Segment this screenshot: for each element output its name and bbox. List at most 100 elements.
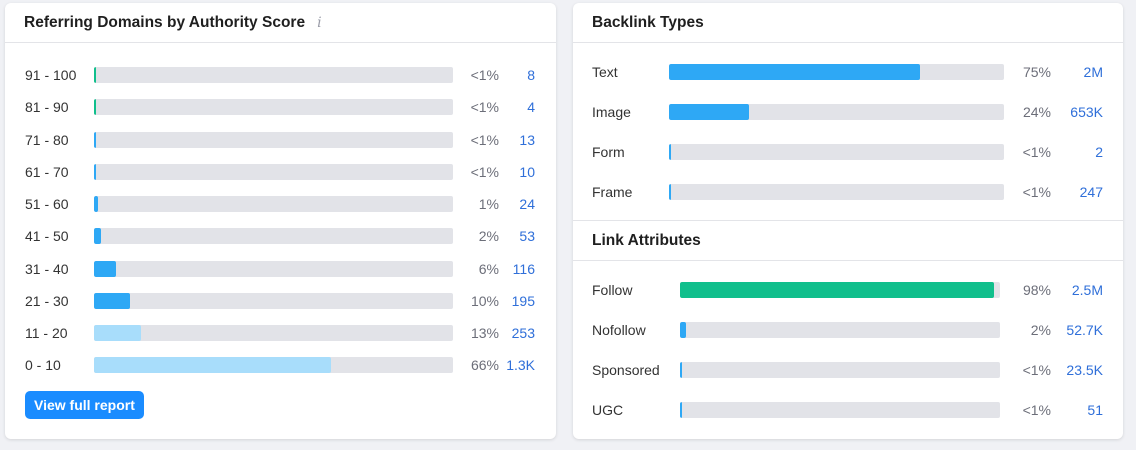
bar-row: 81 - 90 <1% 4 bbox=[5, 97, 556, 117]
bar-fill bbox=[94, 196, 98, 212]
row-label: Text bbox=[592, 64, 618, 80]
bar-fill bbox=[669, 144, 671, 160]
bar-track bbox=[680, 402, 1000, 418]
row-count-link[interactable]: 24 bbox=[519, 196, 535, 212]
row-label: UGC bbox=[592, 402, 624, 418]
row-count-link[interactable]: 23.5K bbox=[1066, 362, 1103, 378]
row-count-link[interactable]: 8 bbox=[527, 67, 535, 83]
bar-fill bbox=[94, 163, 97, 180]
bar-fill bbox=[94, 67, 97, 83]
row-label: Form bbox=[592, 144, 625, 160]
bar-row: Text 75% 2M bbox=[573, 62, 1123, 82]
authority-score-widget: Referring Domains by Authority Score i 9… bbox=[5, 3, 556, 439]
row-percent: <1% bbox=[470, 163, 499, 180]
row-count-link[interactable]: 2 bbox=[1095, 144, 1103, 160]
row-label: Frame bbox=[592, 184, 633, 200]
info-icon[interactable]: i bbox=[317, 14, 322, 31]
bar-track bbox=[94, 292, 453, 309]
bar-fill bbox=[680, 362, 682, 378]
row-count-link[interactable]: 10 bbox=[519, 163, 535, 180]
bar-fill bbox=[94, 228, 102, 245]
bar-row: Sponsored <1% 23.5K bbox=[573, 360, 1123, 380]
row-count-link[interactable]: 247 bbox=[1079, 184, 1103, 200]
row-percent: 66% bbox=[470, 357, 499, 374]
section-divider bbox=[573, 220, 1123, 221]
bar-row: 0 - 10 66% 1.3K bbox=[5, 355, 556, 375]
bar-track bbox=[669, 64, 1004, 80]
row-percent: 75% bbox=[1022, 64, 1051, 80]
bar-fill bbox=[94, 260, 116, 277]
row-count-link[interactable]: 4 bbox=[527, 99, 535, 116]
bar-track bbox=[680, 322, 1000, 338]
row-label: 31 - 40 bbox=[25, 260, 69, 277]
row-percent: 10% bbox=[470, 292, 499, 309]
bar-row: 31 - 40 6% 116 bbox=[5, 259, 556, 279]
row-label: 61 - 70 bbox=[25, 163, 69, 180]
link-attributes-title: Link Attributes bbox=[592, 231, 701, 249]
bar-track bbox=[94, 325, 453, 341]
row-count-link[interactable]: 253 bbox=[511, 325, 535, 341]
backlink-types-header: Backlink Types bbox=[573, 3, 1123, 43]
row-count-link[interactable]: 2M bbox=[1083, 64, 1103, 80]
row-count-link[interactable]: 51 bbox=[1087, 402, 1103, 418]
row-percent: 98% bbox=[1022, 282, 1051, 298]
row-percent: <1% bbox=[470, 131, 499, 148]
bar-track bbox=[94, 67, 453, 83]
link-attributes-header: Link Attributes bbox=[573, 221, 1123, 261]
row-count-link[interactable]: 653K bbox=[1070, 104, 1103, 120]
bar-track bbox=[94, 260, 453, 277]
bar-row: 91 - 100 <1% 8 bbox=[5, 65, 556, 85]
bar-row: 51 - 60 1% 24 bbox=[5, 194, 556, 214]
bar-fill bbox=[94, 131, 97, 148]
authority-score-header: Referring Domains by Authority Score i bbox=[5, 3, 556, 43]
row-percent: 6% bbox=[478, 260, 499, 277]
bar-fill bbox=[94, 292, 130, 309]
bar-row: Frame <1% 247 bbox=[573, 182, 1123, 202]
bar-row: Nofollow 2% 52.7K bbox=[573, 320, 1123, 340]
row-count-link[interactable]: 53 bbox=[519, 228, 535, 245]
bar-track bbox=[669, 184, 1004, 200]
bar-row: 11 - 20 13% 253 bbox=[5, 323, 556, 343]
bar-row: Follow 98% 2.5M bbox=[573, 280, 1123, 300]
view-full-report-button[interactable]: View full report bbox=[25, 391, 144, 419]
row-percent: <1% bbox=[1022, 402, 1051, 418]
row-count-link[interactable]: 116 bbox=[512, 260, 535, 277]
row-percent: <1% bbox=[1022, 144, 1051, 160]
bar-fill bbox=[669, 184, 671, 200]
bar-row: 21 - 30 10% 195 bbox=[5, 291, 556, 311]
row-percent: <1% bbox=[470, 99, 499, 116]
row-label: 71 - 80 bbox=[25, 131, 69, 148]
bar-row: Image 24% 653K bbox=[573, 102, 1123, 122]
row-label: Nofollow bbox=[592, 322, 646, 338]
row-label: Sponsored bbox=[592, 362, 660, 378]
row-count-link[interactable]: 1.3K bbox=[506, 357, 535, 374]
bar-track bbox=[94, 228, 453, 245]
row-percent: <1% bbox=[1022, 362, 1051, 378]
row-count-link[interactable]: 52.7K bbox=[1066, 322, 1103, 338]
bar-track bbox=[94, 163, 453, 180]
bar-fill bbox=[680, 402, 682, 418]
row-label: 51 - 60 bbox=[25, 196, 69, 212]
row-count-link[interactable]: 13 bbox=[519, 131, 535, 148]
row-label: 41 - 50 bbox=[25, 228, 69, 245]
backlink-types-title: Backlink Types bbox=[592, 13, 704, 31]
bar-row: 71 - 80 <1% 13 bbox=[5, 130, 556, 150]
bar-fill bbox=[94, 357, 331, 374]
bar-track bbox=[94, 131, 453, 148]
bar-track bbox=[669, 144, 1004, 160]
row-label: 91 - 100 bbox=[25, 67, 77, 83]
bar-fill bbox=[94, 99, 97, 116]
bar-fill bbox=[669, 104, 750, 120]
bar-track bbox=[94, 196, 453, 212]
row-count-link[interactable]: 2.5M bbox=[1071, 282, 1103, 298]
row-count-link[interactable]: 195 bbox=[511, 292, 535, 309]
bar-row: 41 - 50 2% 53 bbox=[5, 226, 556, 246]
bar-fill bbox=[94, 325, 141, 341]
bar-row: Form <1% 2 bbox=[573, 142, 1123, 162]
row-label: 21 - 30 bbox=[25, 292, 69, 309]
authority-score-title: Referring Domains by Authority Score bbox=[24, 13, 306, 31]
bar-fill bbox=[680, 282, 994, 298]
backlink-breakdown-widget: Backlink Types Text 75% 2M Image 24% 653K Form… bbox=[573, 3, 1123, 439]
bar-row: 61 - 70 <1% 10 bbox=[5, 162, 556, 182]
row-percent: 2% bbox=[478, 228, 499, 245]
